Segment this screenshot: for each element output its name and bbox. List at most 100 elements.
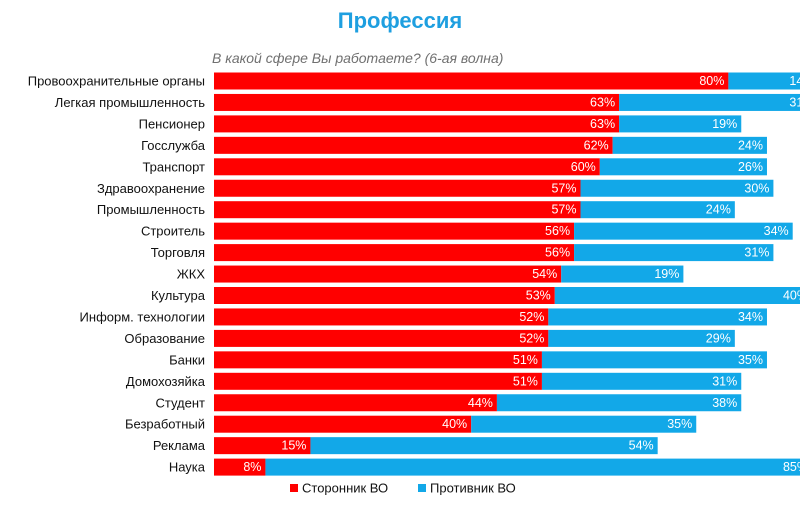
opponent-bar: [580, 201, 735, 219]
data-label: 53%: [526, 289, 551, 303]
opponent-bar: [496, 394, 742, 412]
data-label: 30%: [744, 181, 769, 195]
data-label: 24%: [706, 203, 731, 217]
supporter-bar: [214, 72, 729, 90]
opponent-bar: [728, 72, 800, 90]
data-label: 40%: [783, 289, 800, 303]
data-label: 56%: [545, 224, 570, 238]
category-label: ЖКХ: [177, 267, 206, 282]
data-label: 57%: [551, 203, 576, 217]
legend-label: Противник ВО: [430, 481, 516, 496]
supporter-bar: [214, 222, 575, 240]
data-label: 60%: [571, 160, 596, 174]
category-label: Пенсионер: [139, 116, 205, 131]
data-label: 31%: [712, 374, 737, 388]
data-label: 34%: [738, 310, 763, 324]
data-label: 8%: [243, 460, 261, 474]
data-label: 44%: [468, 396, 493, 410]
data-label: 80%: [699, 74, 724, 88]
chart-title: Профессия: [337, 8, 463, 33]
opponent-bar: [580, 179, 774, 197]
category-label: Культура: [151, 288, 206, 303]
data-label: 29%: [706, 331, 731, 345]
data-label: 19%: [712, 117, 737, 131]
category-label: Реклама: [153, 438, 206, 453]
data-label: 15%: [281, 439, 306, 453]
data-label: 34%: [764, 224, 789, 238]
data-label: 56%: [545, 246, 570, 260]
data-label: 31%: [744, 246, 769, 260]
opponent-bar: [574, 222, 793, 240]
data-label: 24%: [738, 138, 763, 152]
data-label: 62%: [584, 138, 609, 152]
data-label: 54%: [629, 439, 654, 453]
data-label: 52%: [519, 331, 544, 345]
supporter-bar: [214, 93, 620, 111]
category-label: Промышленность: [97, 202, 205, 217]
supporter-bar: [214, 372, 542, 390]
data-label: 52%: [519, 310, 544, 324]
category-label: Торговля: [151, 245, 205, 260]
supporter-bar: [214, 415, 472, 433]
opponent-bar: [541, 351, 767, 369]
opponent-bar: [619, 115, 742, 133]
category-label: Образование: [124, 331, 205, 346]
data-label: 14%: [789, 74, 800, 88]
data-label: 63%: [590, 117, 615, 131]
supporter-bar: [214, 136, 613, 154]
category-label: Госслужба: [141, 138, 206, 153]
opponent-bar: [561, 265, 684, 283]
supporter-bar: [214, 308, 549, 326]
supporter-bar: [214, 437, 311, 455]
data-label: 51%: [513, 353, 538, 367]
legend-swatch: [418, 484, 426, 492]
data-label: 38%: [712, 396, 737, 410]
legend-label: Сторонник ВО: [302, 481, 388, 496]
opponent-bar: [619, 93, 800, 111]
supporter-bar: [214, 158, 600, 176]
supporter-bar: [214, 329, 549, 347]
opponent-bar: [612, 136, 767, 154]
supporter-bar: [214, 265, 562, 283]
data-label: 26%: [738, 160, 763, 174]
category-label: Студент: [155, 395, 205, 410]
data-label: 57%: [551, 181, 576, 195]
data-label: 35%: [738, 353, 763, 367]
opponent-bar: [599, 158, 767, 176]
data-label: 85%: [783, 460, 800, 474]
supporter-bar: [214, 179, 581, 197]
opponent-bar: [554, 287, 800, 304]
data-label: 19%: [654, 267, 679, 281]
chart-subtitle: В какой сфере Вы работаете? (6-ая волна): [212, 50, 504, 66]
data-label: 31%: [789, 95, 800, 109]
data-label: 51%: [513, 374, 538, 388]
category-label: Безработный: [125, 417, 205, 432]
supporter-bar: [214, 287, 555, 304]
category-label: Строитель: [141, 224, 205, 239]
category-label: Легкая промышленность: [55, 95, 205, 110]
opponent-bar: [548, 308, 767, 326]
data-label: 35%: [667, 417, 692, 431]
category-label: Домохозяйка: [126, 374, 206, 389]
legend-swatch: [290, 484, 298, 492]
category-label: Провоохранительные органы: [28, 74, 205, 89]
supporter-bar: [214, 244, 575, 262]
supporter-bar: [214, 458, 266, 476]
category-label: Здравоохранение: [97, 181, 205, 196]
category-label: Информ. технологии: [80, 309, 205, 324]
opponent-bar: [548, 329, 735, 347]
data-label: 40%: [442, 417, 467, 431]
opponent-bar: [574, 244, 774, 262]
supporter-bar: [214, 115, 620, 133]
opponent-bar: [265, 458, 800, 476]
supporter-bar: [214, 394, 497, 412]
opponent-bar: [471, 415, 697, 433]
opponent-bar: [541, 372, 742, 390]
supporter-bar: [214, 201, 581, 219]
supporter-bar: [214, 351, 542, 369]
data-label: 63%: [590, 95, 615, 109]
category-label: Банки: [169, 352, 205, 367]
category-label: Транспорт: [142, 159, 205, 174]
opponent-bar: [310, 437, 658, 455]
